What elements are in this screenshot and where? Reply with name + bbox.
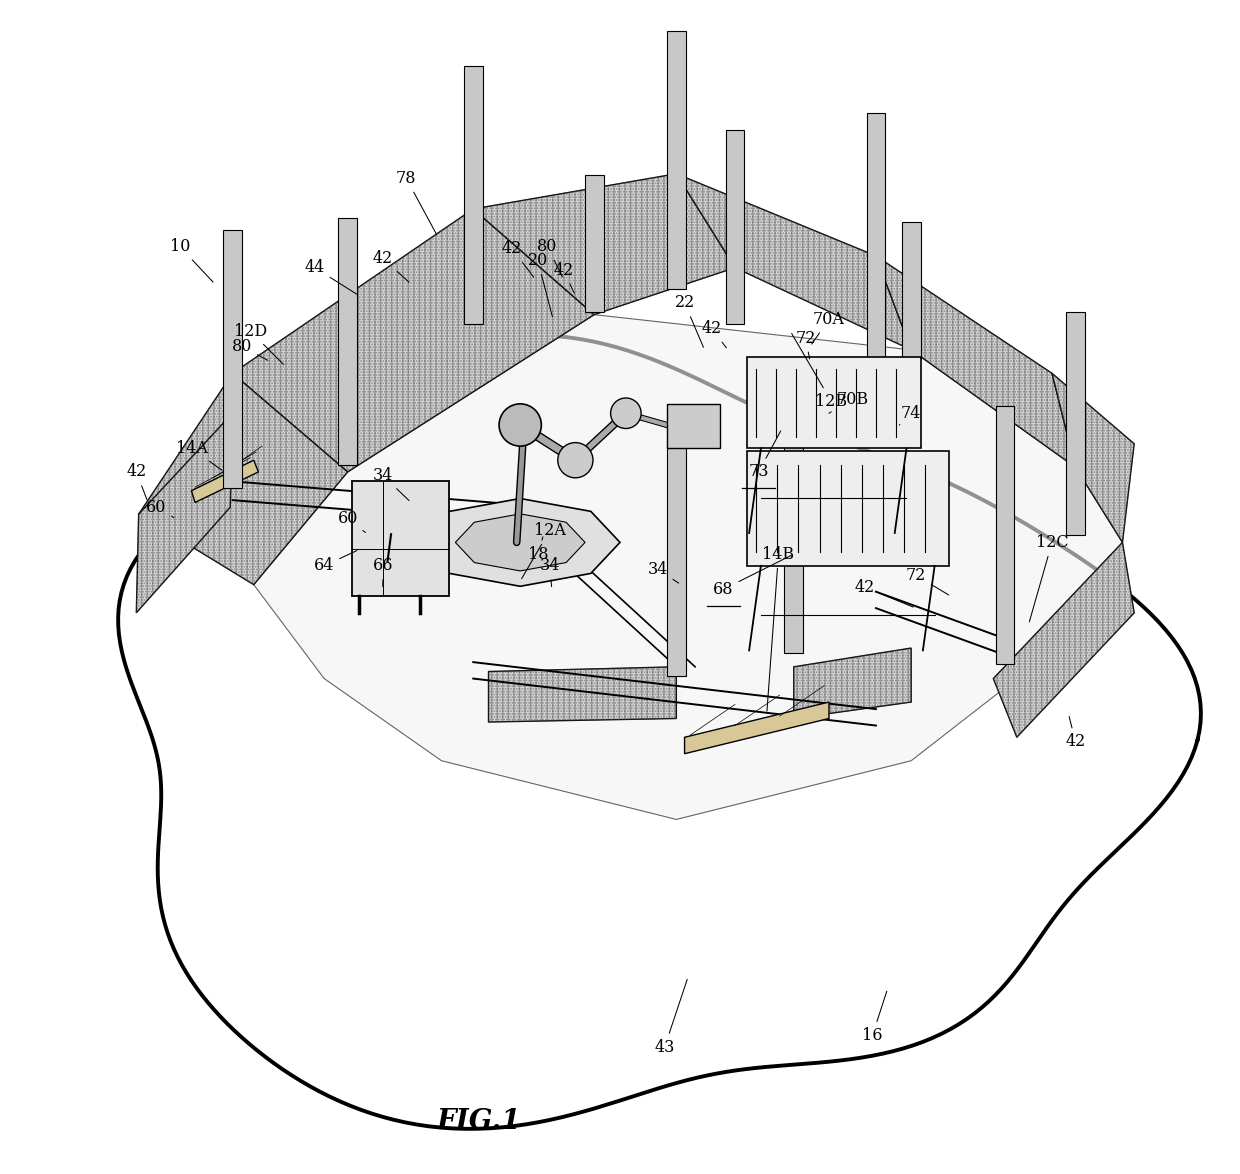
Text: 12A: 12A: [522, 522, 565, 579]
Polygon shape: [139, 373, 347, 585]
Polygon shape: [474, 174, 735, 315]
Text: 42: 42: [702, 321, 727, 348]
Bar: [339, 218, 357, 465]
Text: 42: 42: [373, 250, 409, 282]
Text: 42: 42: [854, 579, 914, 607]
Bar: [585, 175, 604, 312]
Polygon shape: [191, 460, 258, 502]
Polygon shape: [455, 514, 585, 571]
Text: 70B: 70B: [830, 391, 868, 413]
Text: FIG.1: FIG.1: [436, 1108, 521, 1134]
Text: 60: 60: [337, 511, 366, 533]
Polygon shape: [420, 499, 620, 586]
Bar: [1066, 312, 1085, 535]
Text: 34: 34: [539, 558, 559, 587]
Bar: [746, 357, 920, 448]
Polygon shape: [684, 702, 830, 754]
Bar: [464, 66, 482, 324]
Text: 16: 16: [862, 991, 887, 1044]
Polygon shape: [254, 315, 1122, 819]
Text: 34: 34: [647, 561, 678, 583]
Circle shape: [498, 404, 542, 446]
Bar: [901, 222, 920, 359]
Polygon shape: [676, 174, 911, 350]
Text: 43: 43: [655, 979, 687, 1055]
Polygon shape: [489, 667, 676, 722]
Text: 72: 72: [905, 567, 949, 595]
Bar: [223, 230, 242, 488]
Text: 14A: 14A: [176, 440, 222, 471]
Text: 22: 22: [675, 295, 703, 348]
Text: 80: 80: [232, 338, 268, 360]
Bar: [725, 130, 744, 324]
Polygon shape: [993, 542, 1135, 737]
Bar: [785, 418, 804, 653]
Text: 14B: 14B: [763, 546, 795, 711]
Bar: [667, 441, 686, 676]
Polygon shape: [233, 209, 594, 472]
Text: 73: 73: [748, 431, 781, 480]
Text: 66: 66: [372, 558, 393, 587]
Text: 70A: 70A: [812, 311, 844, 344]
Polygon shape: [136, 413, 233, 613]
Text: 72: 72: [795, 330, 816, 359]
Bar: [352, 481, 449, 596]
Text: 34: 34: [373, 467, 409, 500]
Text: 18: 18: [527, 537, 548, 562]
Text: 74: 74: [899, 405, 921, 425]
Text: 12B: 12B: [791, 333, 847, 410]
Text: 42: 42: [1065, 716, 1086, 750]
Text: 60: 60: [146, 499, 174, 518]
Text: 12D: 12D: [233, 323, 284, 364]
Text: 42: 42: [553, 262, 574, 294]
Bar: [746, 451, 949, 566]
Text: 42: 42: [126, 464, 148, 500]
Circle shape: [558, 443, 593, 478]
Text: 64: 64: [314, 551, 357, 574]
Bar: [867, 113, 885, 359]
Text: 12C: 12C: [1029, 534, 1069, 622]
Polygon shape: [1052, 373, 1135, 542]
Bar: [667, 31, 686, 289]
Text: 10: 10: [170, 238, 213, 282]
Text: 80: 80: [537, 238, 563, 277]
Text: 44: 44: [305, 259, 357, 295]
Text: 42: 42: [502, 241, 533, 277]
Polygon shape: [794, 648, 911, 718]
Circle shape: [610, 398, 641, 429]
Bar: [996, 406, 1014, 664]
Bar: [667, 404, 719, 448]
Polygon shape: [875, 256, 1075, 467]
Text: 68: 68: [713, 555, 791, 598]
Text: 20: 20: [528, 252, 552, 317]
Text: 78: 78: [396, 170, 436, 235]
